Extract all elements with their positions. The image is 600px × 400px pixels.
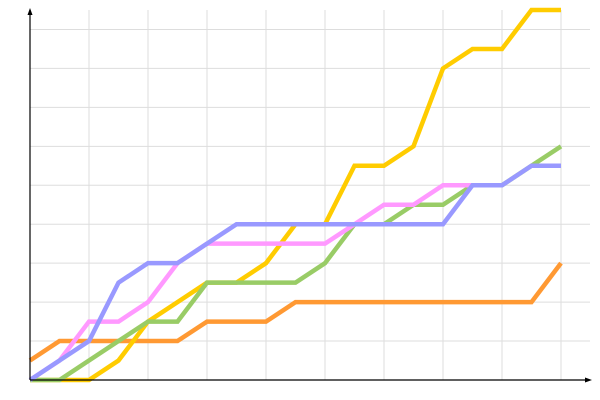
series-lines (28, 7, 563, 383)
y-axis-arrow-icon (27, 8, 33, 15)
x-axis-arrow-icon (585, 377, 592, 383)
series-line-1 (30, 7, 561, 383)
series-line-3 (28, 183, 473, 382)
grid (30, 10, 590, 380)
axes (27, 8, 592, 383)
series-line-4 (28, 163, 561, 382)
